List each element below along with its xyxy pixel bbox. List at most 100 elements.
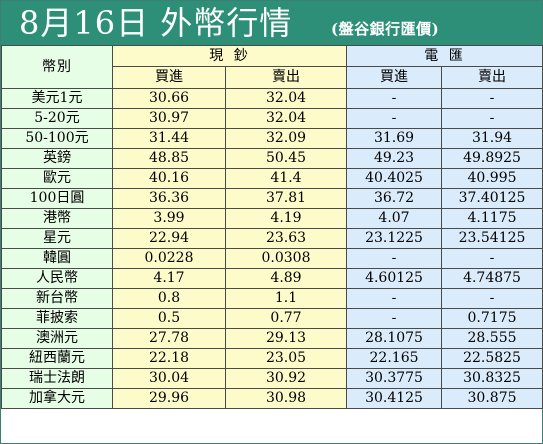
currency-column-header: 幣別 bbox=[1, 45, 113, 89]
currency-name-cell: 韓圓 bbox=[1, 248, 113, 269]
cash-buy-cell: 4.17 bbox=[112, 268, 226, 289]
tt-sell-cell: - bbox=[441, 108, 543, 129]
tt-buy-cell: - bbox=[346, 88, 443, 109]
tt-sell-cell: 4.74875 bbox=[441, 268, 543, 289]
tt-buy-cell: 30.4125 bbox=[346, 388, 443, 409]
table-row: 5-20元 30.97 32.04- - bbox=[1, 108, 543, 129]
cash-buy-cell: 30.66 bbox=[112, 88, 226, 109]
cash-sell-cell: 23.63 bbox=[224, 228, 348, 249]
cash-sell-cell: 41.4 bbox=[224, 168, 348, 189]
cash-buy-cell: 22.18 bbox=[112, 348, 226, 369]
table-row: 星元 22.94 23.63 23.1225 23.54125 bbox=[1, 228, 543, 249]
currency-name-cell: 美元1元 bbox=[1, 88, 113, 109]
tt-buy-cell: 49.23 bbox=[346, 148, 443, 169]
cash-buy-header: 買進 bbox=[112, 66, 226, 89]
cash-sell-cell: 29.13 bbox=[224, 328, 348, 349]
table-row: 菲披索 0.5 0.77-0.7175 bbox=[1, 308, 543, 329]
title-bar: 8月16日 外幣行情 (盤谷銀行匯價) bbox=[1, 1, 542, 45]
table-row: 英鎊 48.85 50.45 49.23 49.8925 bbox=[1, 148, 543, 169]
tt-sell-cell: 40.995 bbox=[441, 168, 543, 189]
cash-sell-cell: 1.1 bbox=[224, 288, 348, 309]
tt-buy-cell: - bbox=[346, 308, 443, 329]
tt-buy-cell: - bbox=[346, 248, 443, 269]
cash-sell-cell: 37.81 bbox=[224, 188, 348, 209]
currency-name-cell: 紐西蘭元 bbox=[1, 348, 113, 369]
tt-buy-cell: 23.1225 bbox=[346, 228, 443, 249]
cash-sell-cell: 4.89 bbox=[224, 268, 348, 289]
currency-name-cell: 港幣 bbox=[1, 208, 113, 229]
cash-buy-cell: 0.0228 bbox=[112, 248, 226, 269]
currency-name-cell: 加拿大元 bbox=[1, 388, 113, 409]
cash-sell-cell: 32.04 bbox=[224, 88, 348, 109]
table-row: 人民幣 4.17 4.89 4.60125 4.74875 bbox=[1, 268, 543, 289]
tt-buy-cell: - bbox=[346, 108, 443, 129]
table-row: 美元1元 30.66 32.04- - bbox=[1, 88, 543, 109]
tt-sell-cell: 22.5825 bbox=[441, 348, 543, 369]
tt-buy-cell: 4.60125 bbox=[346, 268, 443, 289]
tt-sell-cell: 4.1175 bbox=[441, 208, 543, 229]
cash-group-header: 現 鈔 bbox=[111, 45, 348, 67]
cash-buy-cell: 29.96 bbox=[112, 388, 226, 409]
cash-buy-cell: 36.36 bbox=[112, 188, 226, 209]
tt-buy-cell: 31.69 bbox=[346, 128, 443, 149]
tt-sell-cell: 49.8925 bbox=[441, 148, 543, 169]
currency-name-cell: 英鎊 bbox=[1, 148, 113, 169]
cash-sell-header: 賣出 bbox=[224, 66, 348, 89]
tt-sell-cell: 31.94 bbox=[441, 128, 543, 149]
tt-buy-cell: 40.4025 bbox=[346, 168, 443, 189]
cash-buy-cell: 31.44 bbox=[112, 128, 226, 149]
cash-sell-cell: 0.77 bbox=[224, 308, 348, 329]
cash-sell-cell: 32.09 bbox=[224, 128, 348, 149]
currency-name-cell: 新台幣 bbox=[1, 288, 113, 309]
currency-name-cell: 5-20元 bbox=[1, 108, 113, 129]
tt-sell-cell: - bbox=[441, 288, 543, 309]
cash-sell-cell: 30.92 bbox=[224, 368, 348, 389]
cash-sell-cell: 0.0308 bbox=[224, 248, 348, 269]
tt-sell-cell: - bbox=[441, 248, 543, 269]
currency-name-cell: 瑞士法朗 bbox=[1, 368, 113, 389]
currency-name-cell: 星元 bbox=[1, 228, 113, 249]
table-row: 韓圓 0.0228 0.0308- - bbox=[1, 248, 543, 269]
cash-buy-cell: 30.97 bbox=[112, 108, 226, 129]
tt-buy-cell: 30.3775 bbox=[346, 368, 443, 389]
cash-buy-cell: 3.99 bbox=[112, 208, 226, 229]
tt-sell-cell: 23.54125 bbox=[441, 228, 543, 249]
tt-sell-cell: 28.555 bbox=[441, 328, 543, 349]
table-row: 100日圓 36.36 37.81 36.72 37.40125 bbox=[1, 188, 543, 209]
cash-sell-cell: 23.05 bbox=[224, 348, 348, 369]
table-row: 紐西蘭元 22.18 23.05 22.165 22.5825 bbox=[1, 348, 543, 369]
cash-sell-cell: 30.98 bbox=[224, 388, 348, 409]
table-row: 加拿大元 29.96 30.98 30.4125 30.875 bbox=[1, 388, 543, 409]
cash-buy-cell: 27.78 bbox=[112, 328, 226, 349]
cash-buy-cell: 0.8 bbox=[112, 288, 226, 309]
tt-buy-cell: - bbox=[346, 288, 443, 309]
exchange-rate-table: 幣別 現 鈔 電 匯 買進 賣出 買進 賣出 美元1元 30.66 32.04- -5… bbox=[1, 45, 543, 409]
tt-buy-header: 買進 bbox=[346, 66, 443, 89]
cash-sell-cell: 32.04 bbox=[224, 108, 348, 129]
exchange-rate-table-body: 幣別 現 鈔 電 匯 買進 賣出 買進 賣出 美元1元 30.66 32.04- -5… bbox=[1, 45, 543, 409]
currency-name-cell: 人民幣 bbox=[1, 268, 113, 289]
cash-sell-cell: 4.19 bbox=[224, 208, 348, 229]
tt-sell-header: 賣出 bbox=[441, 66, 543, 89]
tt-sell-cell: 30.8325 bbox=[441, 368, 543, 389]
cash-buy-cell: 22.94 bbox=[112, 228, 226, 249]
cash-sell-cell: 50.45 bbox=[224, 148, 348, 169]
page-subtitle: (盤谷銀行匯價) bbox=[331, 20, 440, 38]
tt-buy-cell: 36.72 bbox=[346, 188, 443, 209]
tt-sell-cell: 0.7175 bbox=[441, 308, 543, 329]
currency-name-cell: 100日圓 bbox=[1, 188, 113, 209]
table-row: 歐元 40.16 41.4 40.4025 40.995 bbox=[1, 168, 543, 189]
tt-buy-cell: 4.07 bbox=[346, 208, 443, 229]
currency-name-cell: 澳洲元 bbox=[1, 328, 113, 349]
tt-sell-cell: 30.875 bbox=[441, 388, 543, 409]
table-row: 瑞士法朗 30.04 30.92 30.3775 30.8325 bbox=[1, 368, 543, 389]
tt-buy-cell: 28.1075 bbox=[346, 328, 443, 349]
tt-sell-cell: 37.40125 bbox=[441, 188, 543, 209]
table-row: 50-100元 31.44 32.09 31.69 31.94 bbox=[1, 128, 543, 149]
table-row: 港幣 3.99 4.19 4.07 4.1175 bbox=[1, 208, 543, 229]
header-row-groups: 幣別 現 鈔 電 匯 bbox=[1, 45, 543, 89]
telegraphic-transfer-group-header: 電 匯 bbox=[346, 45, 543, 67]
cash-buy-cell: 30.04 bbox=[112, 368, 226, 389]
currency-name-cell: 菲披索 bbox=[1, 308, 113, 329]
